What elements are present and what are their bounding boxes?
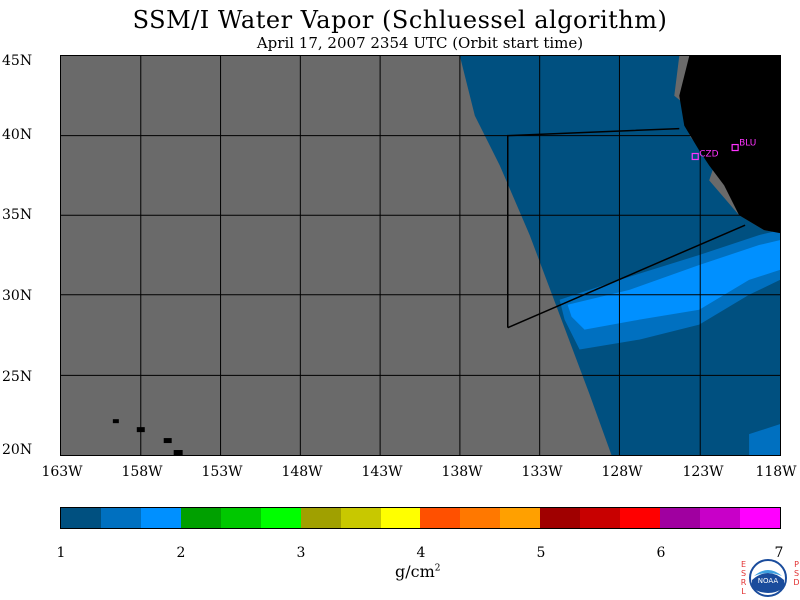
svg-text:CZD: CZD [699, 150, 718, 160]
esrl-letters: ESRL [739, 560, 748, 596]
swath-high-band [567, 240, 780, 330]
colorbar-swatch-10 [460, 508, 501, 528]
swath-southeast-patch [749, 424, 780, 455]
lon-label-138w: 138W [441, 464, 483, 480]
colorbar-swatch-12 [540, 508, 581, 528]
island-hawaii [173, 450, 183, 455]
colorbar-tick-5: 5 [536, 545, 546, 561]
lon-label-118w: 118W [755, 464, 797, 480]
lon-label-128w: 128W [601, 464, 643, 480]
station-czd: CZD [691, 150, 719, 161]
flight-track-south [507, 224, 746, 329]
lat-label-35n: 35N [2, 207, 33, 223]
colorbar-tick-3: 3 [296, 545, 306, 561]
colorbar-swatch-7 [340, 508, 381, 528]
noaa-logo: NOAA [749, 559, 787, 597]
flight-track-north [507, 127, 680, 328]
colorbar [60, 507, 781, 529]
colorbar-swatch-13 [580, 508, 621, 528]
colorbar-tick-7: 7 [774, 545, 784, 561]
colorbar-swatch-1 [100, 508, 141, 528]
lon-label-163w: 163W [41, 464, 83, 480]
lon-label-158w: 158W [121, 464, 163, 480]
colorbar-swatch-6 [300, 508, 341, 528]
water-vapor-map: CZD BLU [60, 55, 781, 456]
lon-label-133w: 133W [521, 464, 563, 480]
colorbar-swatch-14 [620, 508, 661, 528]
lon-label-153w: 153W [201, 464, 243, 480]
colorbar-tick-6: 6 [656, 545, 666, 561]
lon-label-143w: 143W [361, 464, 403, 480]
colorbar-swatch-2 [140, 508, 181, 528]
psd-letters: PSD [792, 560, 800, 587]
colorbar-tick-2: 2 [176, 545, 186, 561]
colorbar-swatch-17 [739, 508, 780, 528]
colorbar-swatch-11 [500, 508, 541, 528]
lat-label-40n: 40N [2, 127, 33, 143]
colorbar-swatch-0 [61, 508, 101, 528]
lat-label-45n: 45N [2, 53, 33, 69]
colorbar-swatch-3 [180, 508, 221, 528]
colorbar-tick-1: 1 [56, 545, 66, 561]
lat-label-30n: 30N [2, 288, 33, 304]
lon-label-123w: 123W [682, 464, 724, 480]
colorbar-unit: g/cm2 [395, 562, 441, 581]
lat-label-25n: 25N [2, 369, 33, 385]
colorbar-swatch-4 [220, 508, 261, 528]
island-maui [163, 438, 172, 444]
island-kauai [112, 419, 119, 424]
lon-label-148w: 148W [281, 464, 323, 480]
lat-label-20n: 20N [2, 442, 33, 458]
colorbar-tick-4: 4 [416, 545, 426, 561]
colorbar-swatch-16 [700, 508, 740, 528]
colorbar-swatch-15 [660, 508, 700, 528]
svg-text:BLU: BLU [739, 139, 756, 149]
station-blu: BLU [731, 139, 756, 152]
colorbar-swatch-9 [420, 508, 461, 528]
map-subtitle: April 17, 2007 2354 UTC (Orbit start tim… [256, 34, 584, 52]
colorbar-swatch-5 [260, 508, 301, 528]
colorbar-swatch-8 [380, 508, 421, 528]
map-title: SSM/I Water Vapor (Schluessel algorithm) [132, 6, 668, 34]
svg-text:NOAA: NOAA [758, 577, 779, 585]
map-grid [61, 56, 780, 455]
land-mass [679, 56, 780, 234]
